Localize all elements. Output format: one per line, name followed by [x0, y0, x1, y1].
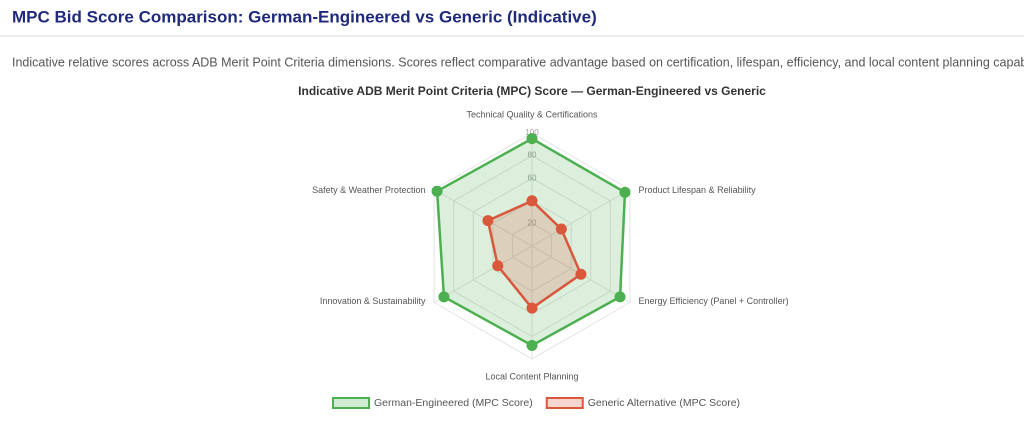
data-point [575, 268, 587, 280]
legend-swatch [332, 397, 370, 409]
data-point [526, 339, 538, 351]
legend-label: German-Engineered (MPC Score) [374, 397, 533, 409]
category-label: Technical Quality & Certifications [466, 109, 598, 119]
description: Indicative relative scores across ADB Me… [12, 55, 1024, 69]
legend-label: Generic Alternative (MPC Score) [588, 397, 740, 409]
legend-swatch [545, 397, 584, 409]
data-point [492, 260, 504, 272]
spoke [433, 189, 533, 247]
category-label: Local Content Planning [485, 371, 578, 381]
data-point [431, 185, 443, 197]
data-point [482, 215, 494, 227]
data-point [555, 223, 567, 235]
category-label: Safety & Weather Protection [312, 185, 425, 195]
data-point [614, 291, 626, 303]
category-label: Innovation & Sustainability [320, 296, 426, 306]
category-label: Product Lifespan & Reliability [639, 185, 757, 195]
data-point [526, 302, 538, 314]
data-point [526, 195, 538, 207]
spoke [531, 189, 631, 247]
data-point [619, 186, 631, 198]
chart-title: Indicative ADB Merit Point Criteria (MPC… [298, 84, 766, 98]
r-tick-label: 100 [525, 128, 539, 137]
data-point [526, 133, 538, 145]
category-label: Energy Efficiency (Panel + Controller) [639, 296, 789, 306]
page-title: MPC Bid Score Comparison: German-Enginee… [12, 7, 597, 26]
spoke [433, 245, 533, 303]
data-point [438, 291, 450, 303]
